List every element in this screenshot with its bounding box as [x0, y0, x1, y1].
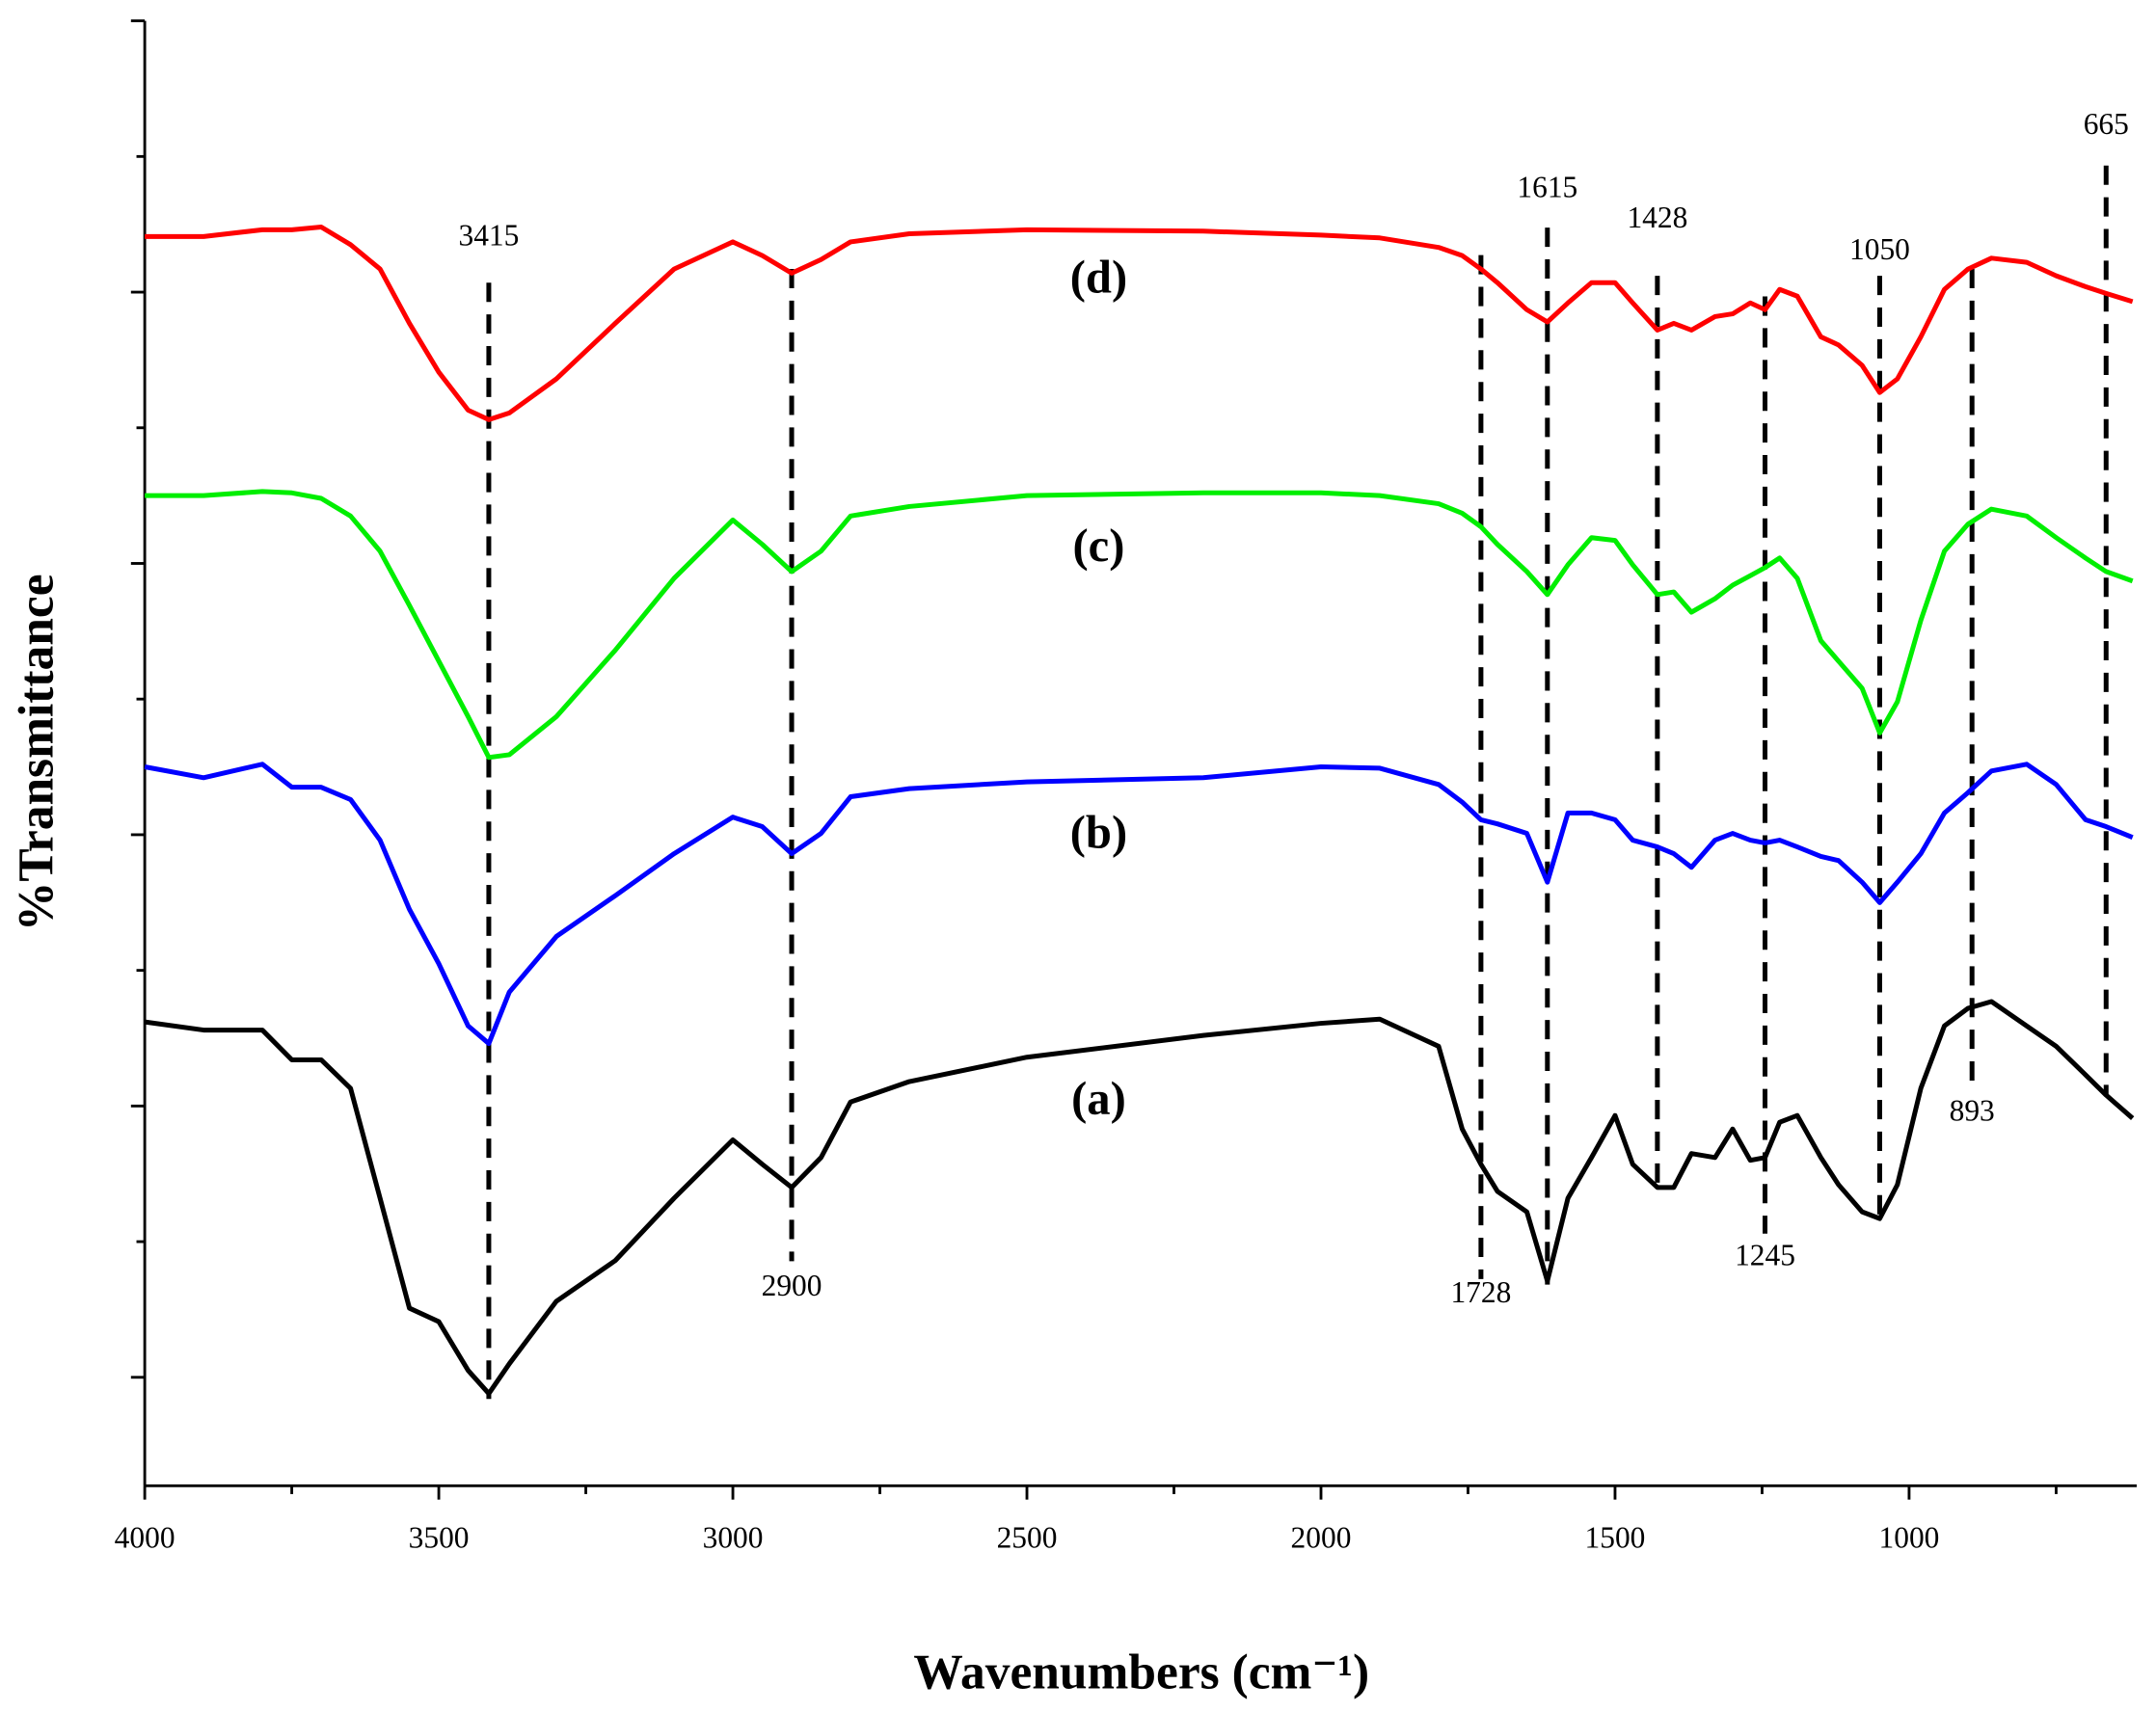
x-tick-label: 4000 — [115, 1521, 175, 1555]
series-label: (b) — [1070, 806, 1127, 858]
x-axis-label: Wavenumbers (cm⁻¹) — [913, 1645, 1369, 1700]
peak-label: 2900 — [762, 1269, 822, 1302]
peak-label: 1245 — [1735, 1239, 1795, 1272]
series-label: (a) — [1071, 1072, 1126, 1124]
x-tick-label: 1500 — [1585, 1521, 1646, 1555]
series-label: (c) — [1072, 520, 1124, 572]
x-tick-label: 3500 — [409, 1521, 470, 1555]
x-tick-label: 2000 — [1291, 1521, 1352, 1555]
spectrum-line — [144, 762, 2134, 1047]
peak-label: 3415 — [458, 219, 519, 253]
x-tick-label: 2500 — [997, 1521, 1058, 1555]
peak-label: 1050 — [1849, 232, 1910, 266]
spectrum-line — [145, 224, 2134, 422]
peak-label: 893 — [1950, 1093, 1995, 1127]
series-label: (d) — [1070, 251, 1127, 303]
spectrum-line — [145, 489, 2134, 761]
peak-label: 1728 — [1450, 1275, 1511, 1309]
x-tick-label: 1000 — [1879, 1521, 1940, 1555]
y-axis-label: %Transmittance — [9, 574, 64, 931]
peak-label: 665 — [2084, 107, 2129, 141]
spectrum-line — [144, 999, 2135, 1397]
peak-label: 1615 — [1517, 171, 1577, 204]
x-tick-label: 3000 — [703, 1521, 764, 1555]
peak-label: 1428 — [1627, 201, 1687, 234]
